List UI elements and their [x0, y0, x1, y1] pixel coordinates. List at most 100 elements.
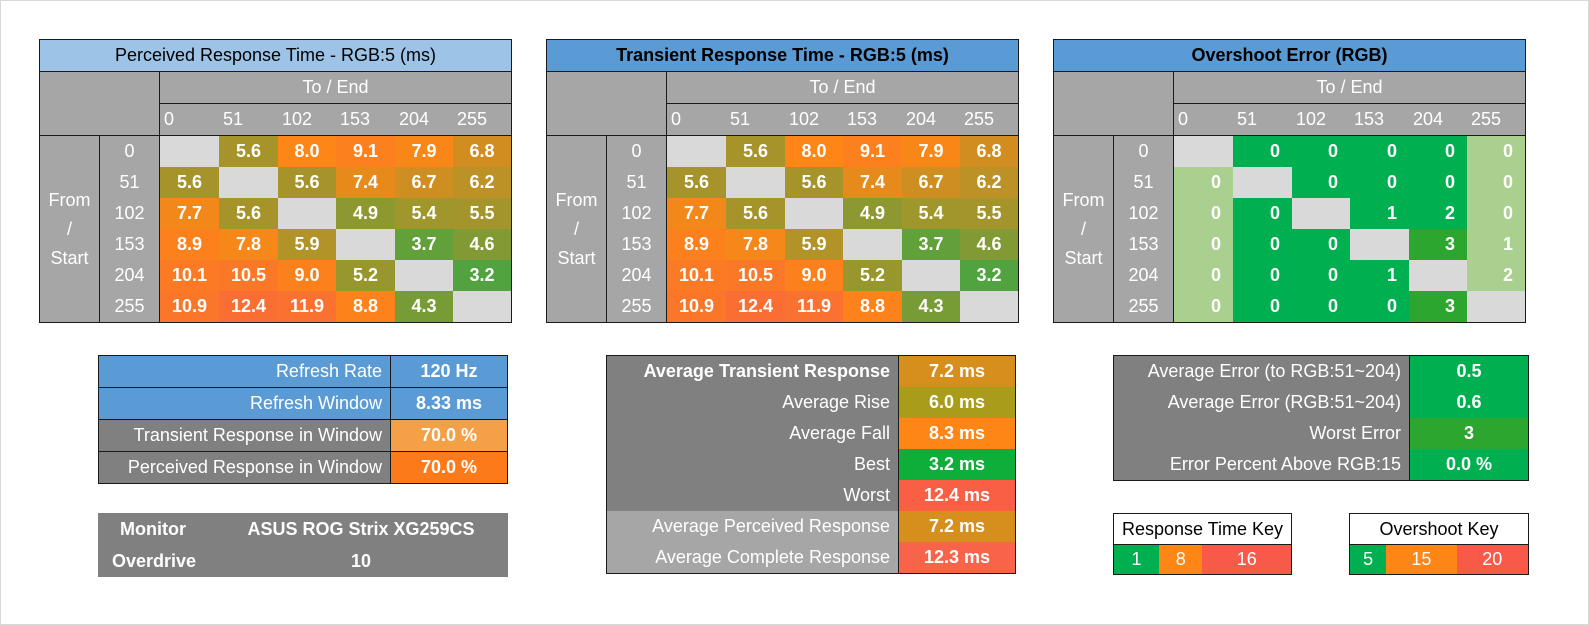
matrix-cell: 0: [1233, 229, 1292, 260]
matrix-cell: 3.7: [395, 229, 453, 260]
matrix-cell: 0: [1173, 198, 1233, 229]
matrix-cell: [278, 198, 336, 229]
row-header-255: 255: [606, 291, 667, 323]
matrix-cell: 7.7: [666, 198, 726, 229]
matrix-cell: [1350, 229, 1409, 260]
matrix-cell: 8.0: [785, 135, 843, 167]
matrix-cell: 5.6: [278, 167, 336, 198]
row-header-255: 255: [1113, 291, 1174, 323]
avg-rise-row: Average Rise 6.0 ms: [606, 387, 1016, 418]
row-header-102: 102: [99, 198, 160, 229]
matrix-cell: 5.6: [785, 167, 843, 198]
stat-label: Average Transient Response: [606, 355, 899, 387]
row-header-0: 0: [99, 135, 160, 167]
matrix-cell: [785, 198, 843, 229]
key-swatch-green: 5: [1349, 544, 1387, 575]
matrix-cell: 12.4: [726, 291, 785, 323]
stat-label: Transient Response in Window: [98, 419, 391, 452]
matrix-corner: [1053, 71, 1174, 136]
stat-value: 6.0 ms: [898, 387, 1016, 418]
matrix-cell: 6.8: [960, 135, 1019, 167]
column-header-204: 204: [902, 103, 960, 136]
row-header-204: 204: [1113, 260, 1174, 291]
row-header-102: 102: [606, 198, 667, 229]
column-header-204: 204: [395, 103, 453, 136]
transient-response-matrix: Transient Response Time - RGB:5 (ms) To /…: [546, 39, 1019, 323]
stat-value: 70.0 %: [390, 451, 508, 484]
matrix-cell: 6.8: [453, 135, 512, 167]
row-header-51: 51: [99, 167, 160, 198]
matrix-cell: 4.6: [453, 229, 512, 260]
refresh-stats-table: Refresh Rate 120 Hz Refresh Window 8.33 …: [98, 355, 508, 484]
column-header-0: 0: [1173, 103, 1233, 136]
response-key-table: Response Time Key 1 8 16: [1113, 513, 1292, 575]
from-start-line: /: [1080, 218, 1086, 239]
matrix-cell: 5.5: [960, 198, 1019, 229]
stat-value: 3.2 ms: [898, 449, 1016, 480]
matrix-cell: [666, 135, 726, 167]
column-header-102: 102: [278, 103, 336, 136]
matrix-cell: 5.9: [278, 229, 336, 260]
matrix-cell: 4.9: [336, 198, 395, 229]
error-percent-row: Error Percent Above RGB:15 0.0 %: [1113, 449, 1529, 481]
stat-value: 7.2 ms: [898, 355, 1016, 387]
avg-error-to-row: Average Error (to RGB:51~204) 0.5: [1113, 355, 1529, 387]
matrix-cell: 6.7: [395, 167, 453, 198]
from-start-label: From / Start: [1053, 135, 1114, 323]
matrix-cell: 5.2: [336, 260, 395, 291]
key-swatch-red: 20: [1456, 544, 1529, 575]
matrix-cell: [219, 167, 278, 198]
matrix-title: Overshoot Error (RGB): [1053, 39, 1526, 72]
monitor-label: Monitor: [120, 519, 186, 539]
matrix-cell: 0: [1173, 291, 1233, 323]
matrix-cell: [902, 260, 960, 291]
stat-value: 0.5: [1409, 355, 1529, 387]
response-time-key: Response Time Key 1 8 16: [1113, 513, 1292, 575]
matrix-cell: 5.2: [843, 260, 902, 291]
matrix-cell: [1409, 260, 1467, 291]
matrix-cell: [1292, 198, 1350, 229]
matrix-cell: 0: [1233, 291, 1292, 323]
column-header-153: 153: [843, 103, 902, 136]
matrix-cell: 3.7: [902, 229, 960, 260]
matrix-cell: 0: [1292, 167, 1350, 198]
column-header-102: 102: [1292, 103, 1350, 136]
matrix-cell: 10.9: [666, 291, 726, 323]
matrix-cell: 5.9: [785, 229, 843, 260]
overdrive-label: Overdrive: [112, 551, 197, 571]
matrix-cell: 9.1: [843, 135, 902, 167]
matrix-cell: 4.6: [960, 229, 1019, 260]
stat-value: 12.3 ms: [898, 542, 1016, 574]
response-stats-table: Average Transient Response 7.2 ms Averag…: [606, 355, 1016, 574]
matrix-cell: 7.8: [219, 229, 278, 260]
stat-value: 70.0 %: [390, 419, 508, 452]
matrix-cell: 0: [1409, 167, 1467, 198]
matrix-cell: 5.6: [726, 135, 785, 167]
from-start-line: From: [48, 189, 91, 210]
matrix-cell: 9.0: [785, 260, 843, 291]
matrix-cell: [960, 291, 1019, 323]
overshoot-stats-panel: Average Error (to RGB:51~204) 0.5 Averag…: [1113, 355, 1529, 481]
matrix-cell: 10.1: [666, 260, 726, 291]
matrix-cell: 4.9: [843, 198, 902, 229]
worst-error-row: Worst Error 3: [1113, 418, 1529, 449]
matrix-cell: 0: [1350, 135, 1409, 167]
matrix-cell: 0: [1467, 167, 1526, 198]
overshoot-key-table: Overshoot Key 5 15 20: [1349, 513, 1529, 575]
matrix-cell: 2: [1409, 198, 1467, 229]
matrix-cell: 0: [1173, 229, 1233, 260]
key-swatch-red: 16: [1202, 544, 1292, 575]
matrix-cell: 6.2: [960, 167, 1019, 198]
matrix-cell: 0: [1409, 135, 1467, 167]
column-header-0: 0: [159, 103, 219, 136]
overshoot-key-title: Overshoot Key: [1349, 513, 1529, 545]
matrix-cell: 12.4: [219, 291, 278, 323]
matrix-cell: [843, 229, 902, 260]
column-header-153: 153: [336, 103, 395, 136]
matrix-cell: 5.6: [726, 198, 785, 229]
overshoot-key: Overshoot Key 5 15 20: [1349, 513, 1529, 575]
matrix-cell: 1: [1467, 229, 1526, 260]
matrix-cell: 8.0: [278, 135, 336, 167]
from-start-label: From / Start: [39, 135, 100, 323]
matrix-cell: 5.6: [666, 167, 726, 198]
